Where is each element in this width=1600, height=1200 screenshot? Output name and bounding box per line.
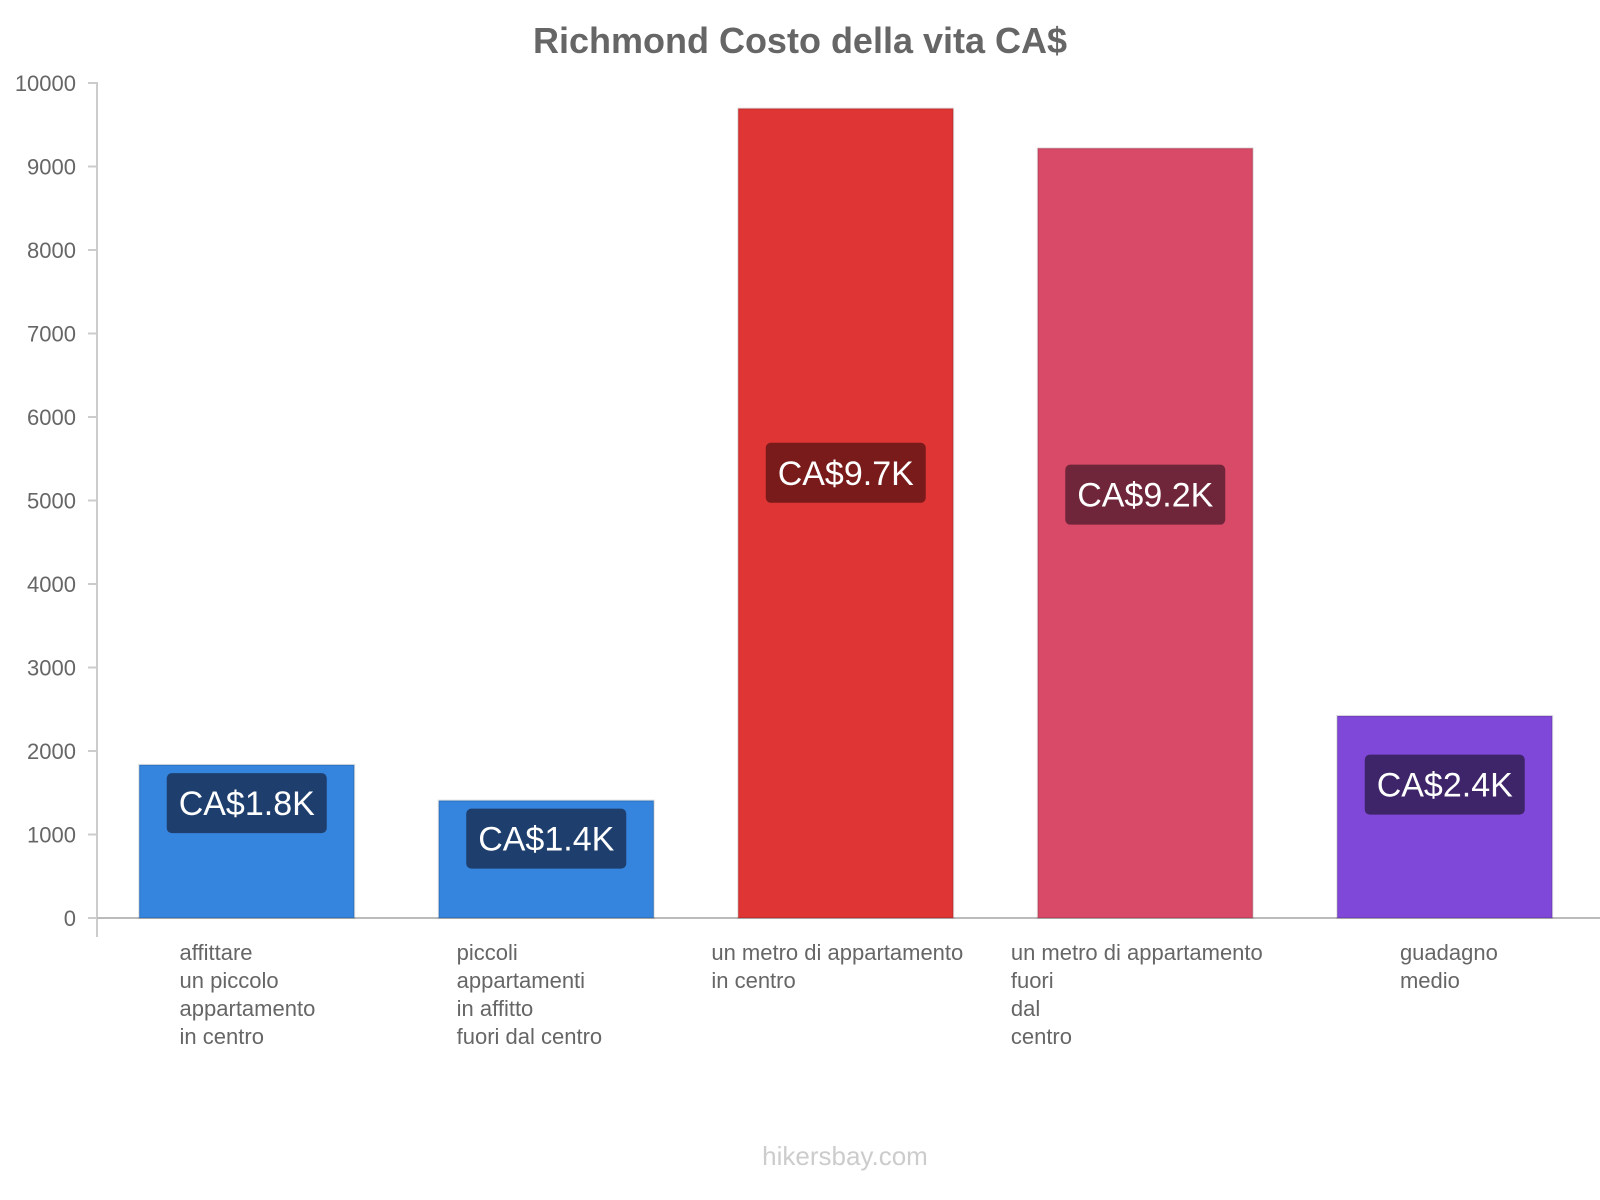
y-tick-label: 2000 (27, 739, 76, 764)
y-tick-label: 5000 (27, 489, 76, 514)
value-label: CA$1.4K (466, 808, 627, 869)
value-label-text: CA$9.2K (1077, 477, 1213, 515)
category-label: un metro di appartamento fuori dal centro (1011, 940, 1263, 1049)
category-label-line: piccoli (457, 940, 518, 965)
value-label-bg (1364, 754, 1525, 815)
y-tick-label: 1000 (27, 823, 76, 848)
category-label: un metro di appartamento in centro (711, 940, 963, 993)
watermark: hikersbay.com (762, 1141, 928, 1171)
value-label-text: CA$9.7K (778, 455, 914, 493)
value-label-text: CA$1.8K (179, 785, 315, 823)
value-label: CA$1.8K (166, 773, 327, 834)
value-label-text: CA$1.4K (478, 821, 614, 859)
category-label-line: appartamento (180, 996, 316, 1021)
y-tick-label: 8000 (27, 238, 76, 263)
value-label: CA$9.2K (1065, 464, 1226, 525)
category-label-line: appartamenti (457, 968, 585, 993)
value-label: CA$9.7K (765, 442, 926, 503)
bar (1336, 714, 1554, 919)
category-label-line: guadagno (1400, 940, 1498, 965)
category-label-line: un metro di appartamento (1011, 940, 1263, 965)
category-label-line: affittare (180, 940, 253, 965)
category-label-line: medio (1400, 968, 1460, 993)
category-label-line: in centro (711, 968, 795, 993)
category-label-line: dal (1011, 996, 1040, 1021)
value-label-bg (166, 773, 327, 834)
category-label-line: un metro di appartamento (711, 940, 963, 965)
category-label: affittare un piccolo appartamento in centro (180, 940, 316, 1049)
y-tick-label: 7000 (27, 322, 76, 347)
y-tick-label: 4000 (27, 572, 76, 597)
y-tick-label: 9000 (27, 155, 76, 180)
value-label-bg (466, 808, 627, 869)
y-tick-label: 10000 (15, 71, 76, 96)
category-label-line: in centro (180, 1024, 264, 1049)
y-tick-label: 0 (64, 906, 76, 931)
value-label-bg (1065, 464, 1226, 525)
category-label: guadagno medio (1400, 940, 1498, 993)
category-label-line: un piccolo (180, 968, 279, 993)
value-label-text: CA$2.4K (1377, 767, 1513, 805)
y-tick-label: 6000 (27, 405, 76, 430)
value-label-bg (765, 442, 926, 503)
category-label: piccoli appartamenti in affitto fuori dal c… (457, 940, 603, 1049)
value-label: CA$2.4K (1364, 754, 1525, 815)
category-label-line: centro (1011, 1024, 1072, 1049)
y-tick-label: 3000 (27, 656, 76, 681)
chart-title: Richmond Costo della vita CA$ (533, 20, 1067, 61)
category-label-line: fuori (1011, 968, 1054, 993)
category-label-line: in affitto (457, 996, 534, 1021)
bar (737, 107, 955, 919)
category-label-line: fuori dal centro (457, 1024, 603, 1049)
bar (1036, 147, 1254, 919)
